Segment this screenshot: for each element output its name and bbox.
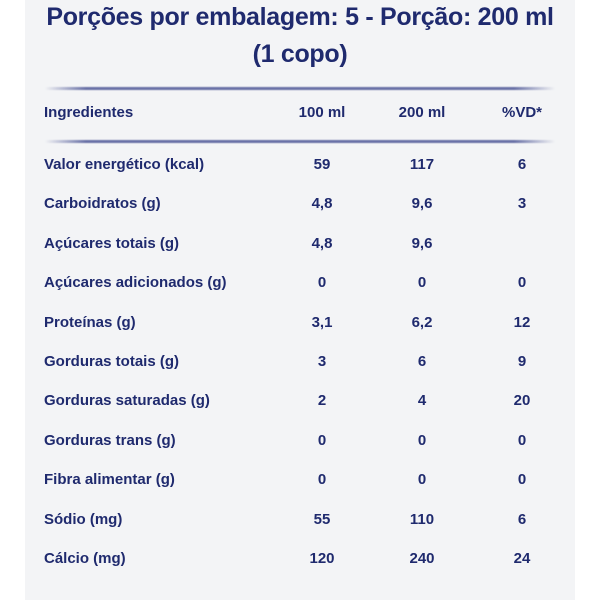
nutrient-value: 9,6 <box>411 195 433 213</box>
nutrient-value: 59 <box>313 156 331 173</box>
nutrient-value: 0 <box>517 274 527 292</box>
header-vd: %VD* <box>501 104 542 121</box>
nutrient-value: 240 <box>409 550 435 567</box>
nutrient-value: 6 <box>517 510 527 528</box>
nutrient-value: 110 <box>409 510 435 528</box>
table-row: Gorduras trans (g) 0 0 0 <box>0 429 600 453</box>
nutrient-value: 4 <box>417 392 427 410</box>
nutrient-value: 2 <box>317 392 327 410</box>
divider-top <box>45 87 555 90</box>
nutrition-panel <box>25 0 575 600</box>
table-row: Valor energético (kcal) 59 117 6 <box>0 153 600 177</box>
table-row: Sódio (mg) 55 110 6 <box>0 508 600 532</box>
table-row: Carboidratos (g) 4,8 9,6 3 <box>0 192 600 216</box>
header-100ml: 100 ml <box>298 104 346 121</box>
table-row: Gorduras saturadas (g) 2 4 20 <box>0 389 600 413</box>
nutrient-value: 3 <box>517 195 527 213</box>
nutrient-label: Valor energético (kcal) <box>44 156 205 173</box>
nutrient-value: 0 <box>417 431 427 449</box>
nutrient-value: 9 <box>517 353 527 370</box>
table-row: Gorduras totais (g) 3 6 9 <box>0 350 600 374</box>
table-row: Proteínas (g) 3,1 6,2 12 <box>0 311 600 335</box>
nutrient-value: 117 <box>409 156 435 173</box>
table-row: Açúcares adicionados (g) 0 0 0 <box>0 271 600 295</box>
nutrient-label: Fibra alimentar (g) <box>44 471 175 489</box>
nutrient-value: 3,1 <box>311 313 333 331</box>
nutrient-label: Gorduras saturadas (g) <box>44 392 210 410</box>
table-header: Ingredientes 100 ml 200 ml %VD* <box>0 101 600 125</box>
nutrient-value: 9,6 <box>411 234 433 252</box>
nutrient-label: Açúcares adicionados (g) <box>44 274 227 292</box>
nutrient-value: 6 <box>417 353 427 370</box>
nutrient-label: Gorduras trans (g) <box>44 431 176 449</box>
table-row: Fibra alimentar (g) 0 0 0 <box>0 468 600 492</box>
title-line-2: (1 copo) <box>252 40 348 68</box>
nutrient-value: 0 <box>317 471 327 489</box>
nutrient-value: 6,2 <box>411 313 433 331</box>
nutrient-value: 0 <box>417 471 427 489</box>
nutrient-label: Açúcares totais (g) <box>44 234 180 252</box>
nutrient-value: 20 <box>513 392 531 410</box>
nutrient-value: 0 <box>517 431 527 449</box>
nutrient-label: Sódio (mg) <box>44 510 123 528</box>
nutrient-value: 0 <box>317 431 327 449</box>
nutrient-value: 0 <box>417 274 427 292</box>
header-200ml: 200 ml <box>398 104 446 121</box>
table-row: Cálcio (mg) 120 240 24 <box>0 547 600 571</box>
nutrient-value: 0 <box>517 471 527 489</box>
nutrient-value: 12 <box>513 313 531 331</box>
nutrient-value: 3 <box>317 353 327 370</box>
nutrient-value: 55 <box>313 510 331 528</box>
nutrient-value: 0 <box>317 274 327 292</box>
table-row: Açúcares totais (g) 4,8 9,6 <box>0 232 600 256</box>
nutrient-value: 4,8 <box>311 195 333 213</box>
title-line-1: Porções por embalagem: 5 - Porção: 200 m… <box>46 3 554 31</box>
header-ingredientes: Ingredientes <box>44 104 134 121</box>
nutrient-label: Proteínas (g) <box>44 313 136 331</box>
nutrient-label: Carboidratos (g) <box>44 195 161 213</box>
nutrient-label: Gorduras totais (g) <box>44 353 180 370</box>
nutrient-value: 6 <box>517 156 527 173</box>
nutrient-value: 120 <box>309 550 335 567</box>
nutrient-value: 4,8 <box>311 234 333 252</box>
divider-header <box>45 140 555 143</box>
nutrient-value: 24 <box>513 550 531 567</box>
nutrient-label: Cálcio (mg) <box>44 550 126 567</box>
